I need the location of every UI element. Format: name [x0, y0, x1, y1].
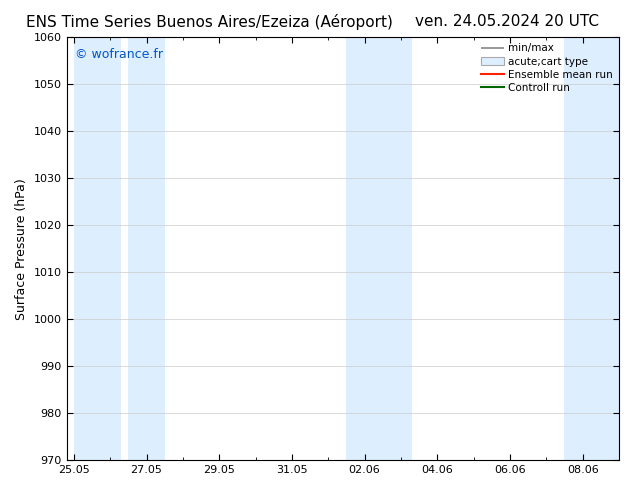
Bar: [128, 37, 165, 460]
Bar: [346, 37, 412, 460]
Text: ven. 24.05.2024 20 UTC: ven. 24.05.2024 20 UTC: [415, 14, 599, 29]
Y-axis label: Surface Pressure (hPa): Surface Pressure (hPa): [15, 178, 28, 319]
Text: ENS Time Series Buenos Aires/Ezeiza (Aéroport): ENS Time Series Buenos Aires/Ezeiza (Aér…: [26, 14, 392, 30]
Legend: min/max, acute;cart type, Ensemble mean run, Controll run: min/max, acute;cart type, Ensemble mean …: [477, 39, 617, 97]
Bar: [74, 37, 121, 460]
Bar: [564, 37, 619, 460]
Text: © wofrance.fr: © wofrance.fr: [75, 48, 163, 61]
